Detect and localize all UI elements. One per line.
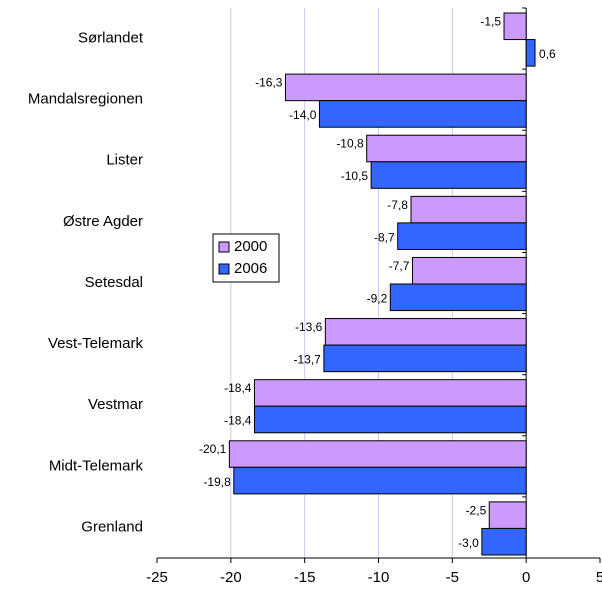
y-tick-label: Setesdal [85, 274, 143, 291]
legend-swatch [218, 241, 230, 253]
value-label: -18,4 [224, 414, 252, 428]
value-label: -19,8 [203, 475, 231, 489]
y-tick-label: Østre Agder [63, 213, 143, 230]
legend-label: 2006 [234, 260, 267, 277]
value-label: -3,0 [458, 536, 479, 550]
x-tick-label: -20 [220, 569, 242, 586]
bar [318, 100, 527, 128]
bar [366, 134, 527, 163]
bar [233, 466, 527, 495]
value-label: -10,8 [336, 137, 364, 151]
value-label: -13,6 [295, 320, 323, 334]
bar [324, 318, 527, 346]
y-tick-label: Lister [106, 152, 143, 169]
value-label: -7,7 [389, 259, 410, 273]
bar [503, 12, 527, 41]
bar [253, 405, 527, 434]
bar [228, 440, 527, 468]
value-label: -7,8 [387, 198, 408, 212]
value-label: -2,5 [466, 503, 487, 517]
bar [397, 222, 527, 250]
y-tick-label: Vestmar [88, 396, 143, 413]
x-tick-label: 5 [596, 569, 602, 586]
value-label: -10,5 [341, 169, 369, 183]
value-label: 0,6 [539, 47, 556, 61]
bar [389, 283, 527, 312]
y-tick-label: Grenland [81, 518, 143, 535]
legend-label: 2000 [234, 238, 267, 255]
x-tick-label: -10 [368, 569, 390, 586]
bar [323, 344, 527, 373]
x-tick-label: -5 [446, 569, 459, 586]
x-tick-label: 0 [522, 569, 530, 586]
y-tick-label: Vest-Telemark [48, 335, 144, 352]
y-tick-label: Midt-Telemark [49, 457, 144, 474]
bar [488, 501, 527, 529]
y-tick-label: Sørlandet [78, 30, 144, 47]
value-label: -18,4 [224, 381, 252, 395]
x-tick-label: -15 [294, 569, 316, 586]
bar [284, 73, 527, 102]
value-label: -13,7 [294, 353, 322, 367]
bar [525, 39, 536, 67]
value-label: -14,0 [289, 108, 317, 122]
value-label: -9,2 [367, 291, 388, 305]
value-label: -20,1 [199, 442, 227, 456]
value-label: -16,3 [255, 76, 283, 90]
y-tick-label: Mandalsregionen [28, 91, 143, 108]
x-tick-label: -25 [146, 569, 168, 586]
bar [481, 527, 527, 556]
bar [411, 256, 527, 285]
bar [370, 161, 527, 189]
bar [410, 195, 527, 224]
value-label: -8,7 [374, 230, 395, 244]
bar [253, 379, 527, 407]
value-label: -1,5 [480, 14, 501, 28]
legend-swatch [218, 263, 230, 275]
